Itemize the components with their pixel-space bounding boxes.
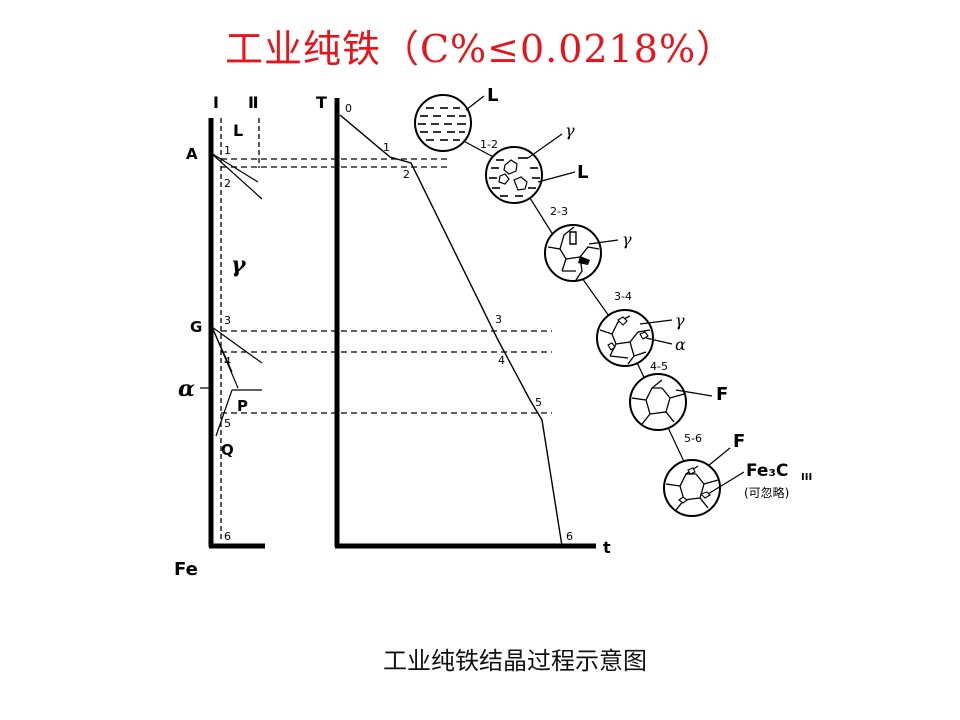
micro-ferrite [629,373,687,431]
micro-ferrite-fe3c [663,459,721,517]
label-point-Q: Q [221,441,234,459]
pointer-fe3c [707,471,745,495]
gs-line-upper [211,326,263,364]
label-col-II: Ⅱ [248,93,259,112]
pd-num-5: 5 [224,417,231,430]
pd-num-3: 3 [224,314,231,327]
solidus-line [210,152,263,200]
step-3-4: 3-4 [614,290,632,303]
pd-num-2: 2 [224,177,231,190]
figure-caption: 工业纯铁结晶过程示意图 [383,647,647,675]
label-negligible: (可忽略) [744,485,789,500]
cc-num-3: 3 [495,313,502,326]
pointer-L2 [537,171,576,183]
cc-num-2: 2 [403,168,410,181]
step-4-5: 4-5 [650,360,668,373]
step-2-3: 2-3 [550,205,568,218]
label-F2: F [733,431,745,452]
label-axis-t: t [603,538,611,557]
label-fe3c-sub: III [801,472,812,483]
label-point-A: A [186,145,198,163]
label-L2: L [577,162,588,183]
cc-num-6: 6 [566,530,573,543]
label-fe: Fe [174,559,198,580]
pointer-gamma2 [588,239,619,245]
pointer-F1 [675,389,713,397]
label-L1: L [487,85,498,106]
pd-num-4: 4 [224,355,231,368]
cc-num-1: 1 [383,141,390,154]
cc-num-5: 5 [535,396,542,409]
label-point-G: G [190,318,202,336]
gp-line [211,326,233,373]
pointer-gamma1 [527,133,563,159]
pd-num-1: 1 [224,144,231,157]
micro-gamma [544,224,602,282]
micro-liquid [414,94,472,152]
label-region-L: L [233,121,243,140]
step-5-6: 5-6 [684,432,702,445]
cc-num-4: 4 [498,354,505,367]
cc-num-0: 0 [345,102,352,115]
label-axis-T: T [316,93,327,112]
micro-liquid-gamma [485,146,543,204]
phase-diagram: I Ⅱ L γ α A G P Q Fe 1 2 3 4 5 6 [174,93,265,580]
label-point-P: P [237,397,248,415]
pointer-F2 [707,447,731,467]
label-col-I: I [213,93,219,112]
step-1-2: 1-2 [480,138,498,151]
label-alpha: α [675,335,686,354]
label-region-alpha: α [178,376,195,402]
microstructures: L 1-2 γ L 2-3 γ 3-4 [414,85,812,517]
pointer-L [465,95,485,111]
cooling-curve-line [339,114,563,547]
pointer-gamma3 [639,319,673,325]
label-gamma1: γ [565,121,575,140]
label-F1: F [716,384,728,405]
slide-title: 工业纯铁（C%≤0.0218%） [224,27,736,71]
micro-gamma-alpha [596,309,654,367]
label-gamma3: γ [675,311,685,330]
pointer-alpha [645,337,673,345]
label-fe3c: Fe₃C [746,461,788,481]
label-gamma2: γ [622,230,632,249]
pd-num-6: 6 [224,530,231,543]
label-region-gamma: γ [231,252,247,278]
cooling-curve: T t 0 1 2 3 4 5 6 [316,93,611,557]
